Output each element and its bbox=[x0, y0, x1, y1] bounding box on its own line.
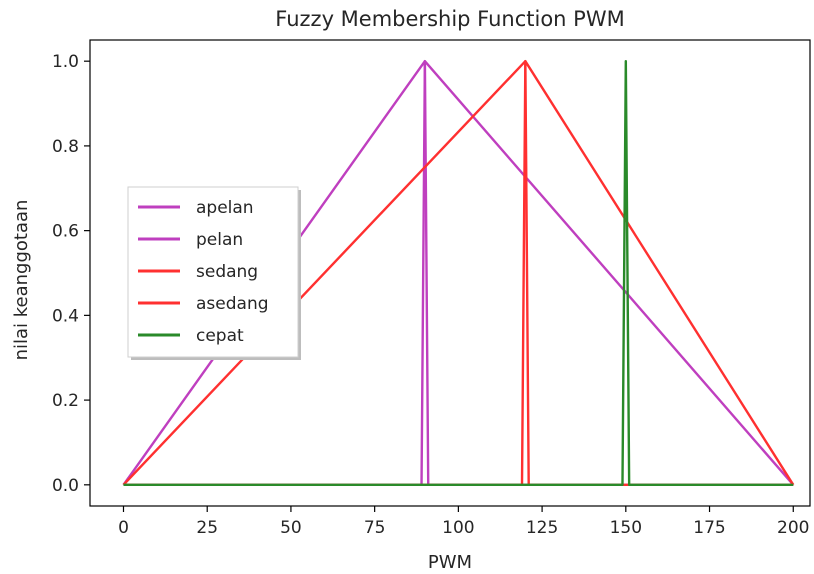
x-tick-label: 150 bbox=[610, 518, 642, 538]
y-axis-title: nilai keanggotaan bbox=[11, 200, 32, 361]
legend: apelan pelan sedang asedang cepat bbox=[127, 186, 301, 360]
legend-label-apelan: apelan bbox=[196, 198, 254, 218]
x-axis: 0 25 50 75 100 125 150 175 200 bbox=[118, 506, 809, 538]
x-tick-label: 200 bbox=[777, 518, 809, 538]
series-line-cepat bbox=[123, 59, 794, 487]
x-tick-label: 125 bbox=[526, 518, 558, 538]
y-tick-label: 0.8 bbox=[52, 137, 79, 157]
legend-label-asedang: asedang bbox=[196, 294, 269, 314]
plot-frame bbox=[89, 39, 811, 507]
legend-label-sedang: sedang bbox=[196, 262, 258, 282]
legend-label-cepat: cepat bbox=[196, 326, 244, 346]
chart-title: Fuzzy Membership Function PWM bbox=[275, 7, 624, 31]
y-tick-label: 0.6 bbox=[52, 222, 79, 242]
x-tick-label: 0 bbox=[118, 518, 129, 538]
y-tick-label: 0.2 bbox=[52, 391, 79, 411]
y-tick-label: 0.4 bbox=[52, 306, 79, 326]
x-tick-label: 25 bbox=[196, 518, 218, 538]
y-tick-label: 1.0 bbox=[52, 52, 79, 72]
x-tick-label: 175 bbox=[693, 518, 725, 538]
y-axis: 0.0 0.2 0.4 0.6 0.8 1.0 bbox=[52, 52, 90, 496]
x-tick-label: 75 bbox=[364, 518, 386, 538]
legend-label-pelan: pelan bbox=[196, 230, 243, 250]
x-axis-title: PWM bbox=[428, 552, 472, 573]
x-tick-label: 50 bbox=[280, 518, 302, 538]
y-tick-label: 0.0 bbox=[52, 476, 79, 496]
x-tick-label: 100 bbox=[442, 518, 474, 538]
